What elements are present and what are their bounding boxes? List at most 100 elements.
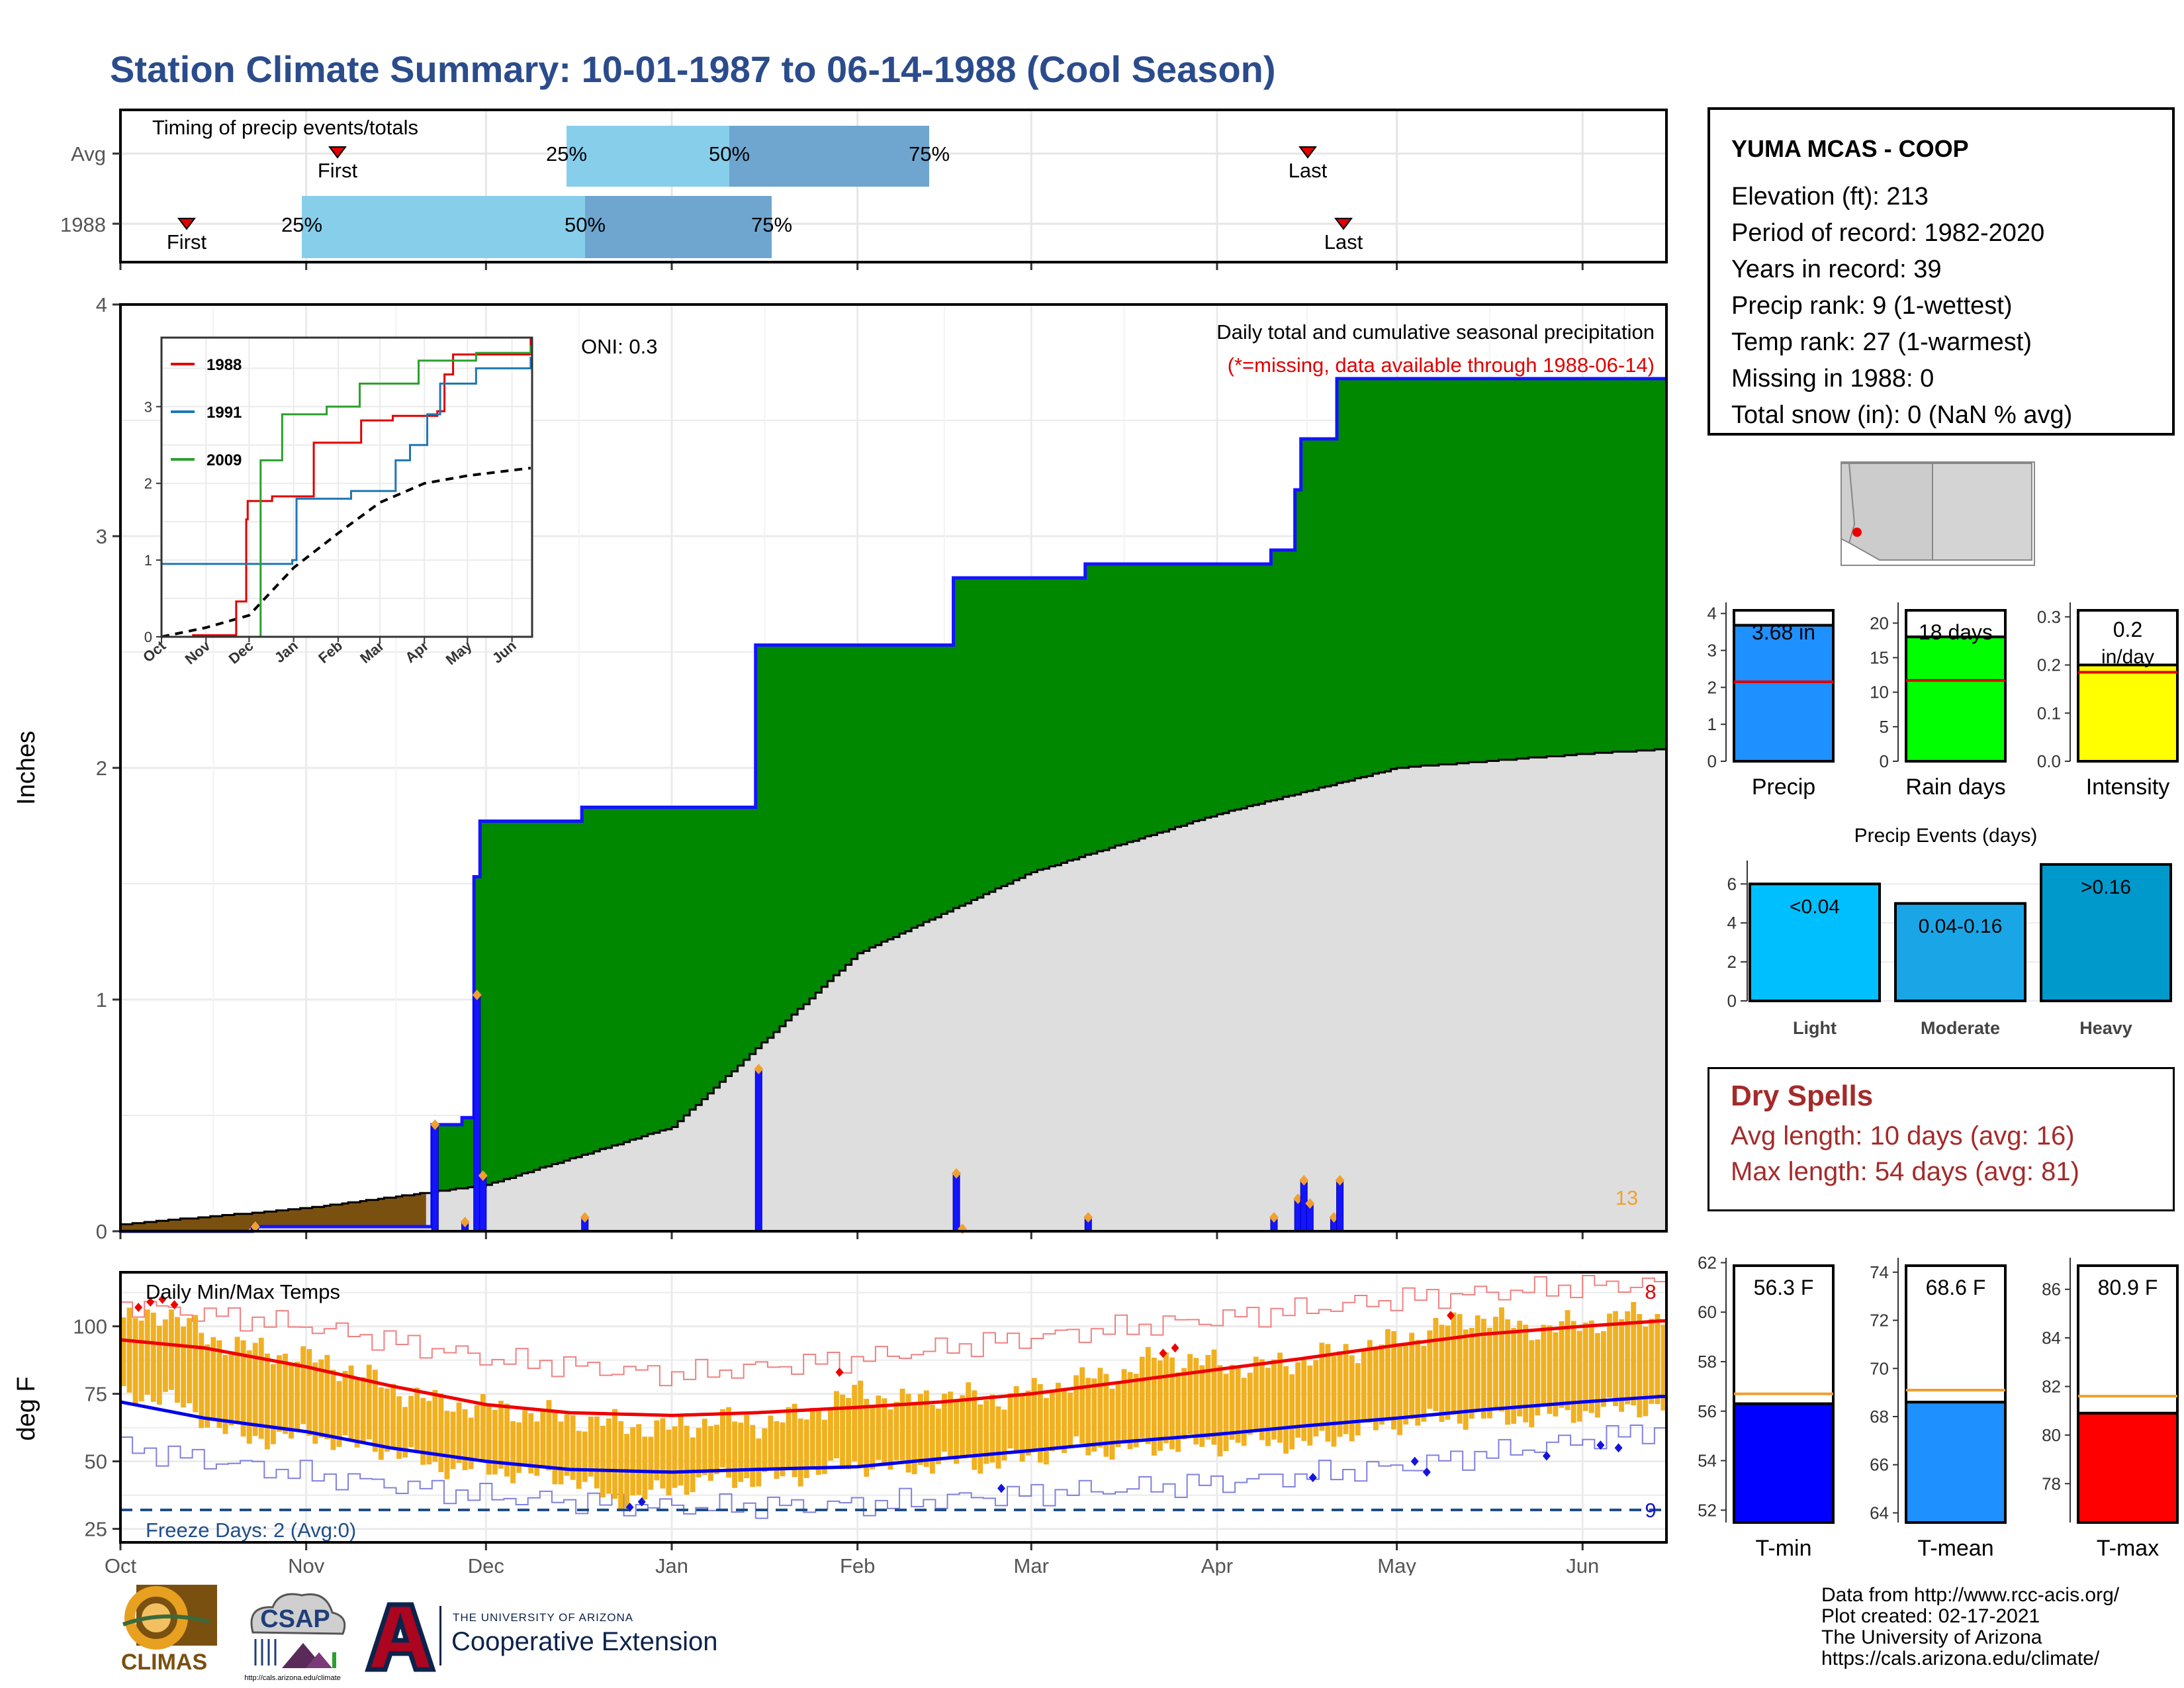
timing-avg-q50: 50% bbox=[709, 142, 750, 165]
daily-temp-range-bar bbox=[1529, 1340, 1535, 1428]
ua-university-name: THE UNIVERSITY OF ARIZONA bbox=[453, 1611, 634, 1624]
daily-temp-range-bar bbox=[1475, 1315, 1480, 1412]
temp-ytick-label: 50 bbox=[85, 1450, 107, 1474]
daily-temp-range-bar bbox=[534, 1421, 540, 1476]
daily-temp-range-bar bbox=[1486, 1327, 1492, 1419]
footer-line-university: The University of Arizona bbox=[1821, 1626, 2042, 1648]
inset-legend-label: 1991 bbox=[206, 404, 242, 422]
dry-spells-avg: Avg length: 10 days (avg: 16) bbox=[1731, 1121, 2075, 1150]
inset-series-line-1988 bbox=[161, 338, 532, 638]
daily-temp-range-bar bbox=[264, 1353, 270, 1450]
station-temp-rank: Temp rank: 27 (1-warmest) bbox=[1731, 328, 2032, 356]
daily-temp-range-bar bbox=[1493, 1317, 1498, 1409]
daily-temp-range-bar bbox=[1588, 1320, 1594, 1413]
daily-temp-range-bar bbox=[762, 1428, 768, 1472]
daily-temp-range-bar bbox=[707, 1426, 713, 1481]
timing-row-avg-label: Avg bbox=[71, 142, 106, 165]
precip-title: Daily total and cumulative seasonal prec… bbox=[1216, 320, 1655, 344]
average-max-line bbox=[120, 1319, 1666, 1417]
record-high-marker bbox=[170, 1299, 179, 1309]
daily-temp-range-bar bbox=[612, 1409, 617, 1499]
daily-temp-range-bar bbox=[277, 1355, 282, 1432]
temp-ytick-label: 25 bbox=[85, 1518, 107, 1541]
daily-temp-range-bar bbox=[348, 1365, 354, 1439]
summary-category-label: T-min bbox=[1756, 1536, 1812, 1561]
daily-temp-range-bar bbox=[402, 1407, 408, 1458]
daily-temp-range-bar bbox=[1661, 1325, 1666, 1411]
daily-temp-range-bar bbox=[1655, 1313, 1661, 1405]
daily-temp-range-bar bbox=[330, 1370, 336, 1450]
daily-temp-range-bar bbox=[828, 1407, 833, 1461]
daily-temp-range-bar bbox=[1505, 1319, 1510, 1425]
summary-ytick-label: 5 bbox=[1880, 717, 1889, 737]
timing-year-first: First bbox=[167, 230, 207, 254]
summary-ytick-label: 2 bbox=[1707, 677, 1717, 697]
daily-temp-range-bar bbox=[1523, 1325, 1529, 1423]
daily-temp-range-bar bbox=[1649, 1319, 1655, 1404]
timing-avg-first-marker bbox=[328, 146, 347, 159]
daily-temp-range-bar bbox=[576, 1430, 582, 1489]
daily-temp-range-bar bbox=[132, 1318, 138, 1405]
timing-row-year-label: 1988 bbox=[60, 213, 106, 236]
csap-logo-text: CSAP bbox=[260, 1605, 330, 1633]
timing-panel: Timing of precip events/totals Avg 1988 … bbox=[60, 109, 1668, 270]
record-low-marker bbox=[1542, 1451, 1551, 1461]
daily-precip-marker bbox=[1293, 1194, 1303, 1204]
daily-temp-range-bar bbox=[1073, 1375, 1079, 1436]
summary-category-label: Rain days bbox=[1905, 774, 2005, 800]
precip-ytick-label: 3 bbox=[96, 525, 107, 548]
daily-temp-range-bar bbox=[522, 1410, 528, 1466]
daily-temp-range-bar bbox=[246, 1350, 252, 1444]
daily-temp-range-bar bbox=[606, 1418, 612, 1494]
daily-temp-range-bar bbox=[600, 1425, 606, 1498]
daily-temp-range-bar bbox=[882, 1398, 887, 1466]
daily-temp-range-bar bbox=[1121, 1369, 1127, 1442]
daily-temp-range-bar bbox=[504, 1403, 510, 1477]
daily-temp-range-bar bbox=[678, 1415, 684, 1486]
daily-temp-range-bar bbox=[462, 1409, 468, 1470]
daily-temp-range-bar bbox=[1139, 1356, 1145, 1438]
temp-ytick-label: 75 bbox=[85, 1383, 107, 1406]
daily-temp-range-bar bbox=[150, 1312, 156, 1402]
daily-temp-range-bar bbox=[1103, 1374, 1109, 1457]
daily-temp-range-bar bbox=[1637, 1314, 1643, 1418]
inset-xtick-label: Nov bbox=[182, 637, 214, 667]
daily-temp-range-bar bbox=[840, 1394, 845, 1470]
summary-category-label: T-max bbox=[2097, 1536, 2159, 1561]
summary-ytick-label: 0.1 bbox=[2037, 703, 2061, 723]
precip-event-ytick: 4 bbox=[1727, 913, 1737, 933]
daily-precip-marker bbox=[952, 1168, 962, 1179]
inset-average-line bbox=[161, 467, 531, 638]
daily-temp-range-bar bbox=[1301, 1356, 1307, 1441]
timing-year-bar-25-50 bbox=[302, 196, 585, 258]
daily-temp-range-bar bbox=[1547, 1325, 1553, 1414]
daily-temp-range-bar bbox=[187, 1318, 193, 1403]
daily-temp-range-bar bbox=[1403, 1342, 1409, 1425]
daily-temp-range-bar bbox=[786, 1407, 792, 1470]
daily-temp-range-bar bbox=[1271, 1359, 1277, 1440]
daily-temp-range-bar bbox=[935, 1408, 941, 1464]
precip-event-bar-moderate bbox=[1894, 902, 2026, 1003]
precip-event-ytick: 2 bbox=[1727, 952, 1737, 972]
summary-value-label: 18 days bbox=[1919, 620, 1993, 644]
daily-temp-range-bar bbox=[780, 1422, 786, 1477]
inset-series-line-2009 bbox=[161, 345, 532, 638]
daily-temp-range-bar bbox=[852, 1385, 858, 1462]
daily-temp-range-bar bbox=[1277, 1352, 1283, 1443]
daily-temp-range-bar bbox=[1625, 1311, 1631, 1405]
daily-temp-range-bar bbox=[1409, 1333, 1415, 1419]
inset-legend-label: 2009 bbox=[206, 451, 242, 469]
daily-temp-range-bar bbox=[654, 1420, 660, 1481]
daily-temp-range-bar bbox=[450, 1411, 456, 1470]
daily-temp-range-bar bbox=[414, 1387, 420, 1452]
daily-temp-range-bar bbox=[336, 1381, 342, 1447]
daily-temp-range-bar bbox=[960, 1395, 966, 1457]
daily-temp-range-bar bbox=[1433, 1317, 1439, 1411]
daily-temp-range-bar bbox=[1511, 1328, 1517, 1424]
summary-ytick-label: 10 bbox=[1870, 682, 1889, 702]
daily-temp-range-bar bbox=[1373, 1347, 1379, 1430]
daily-temp-range-bar bbox=[1385, 1329, 1390, 1420]
daily-precip-marker bbox=[1329, 1212, 1339, 1223]
daily-precip-marker bbox=[1269, 1212, 1279, 1223]
